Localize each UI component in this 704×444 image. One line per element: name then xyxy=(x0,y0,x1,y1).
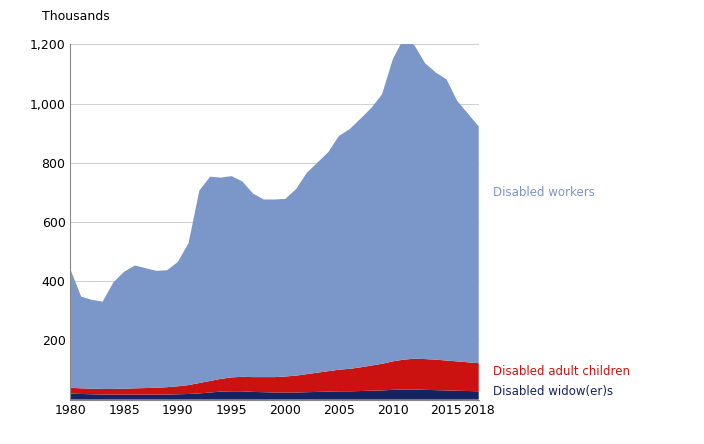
Text: Disabled widow(er)s: Disabled widow(er)s xyxy=(493,385,613,398)
Text: Disabled adult children: Disabled adult children xyxy=(493,365,630,378)
Text: Thousands: Thousands xyxy=(42,10,110,23)
Text: Disabled workers: Disabled workers xyxy=(493,186,595,199)
